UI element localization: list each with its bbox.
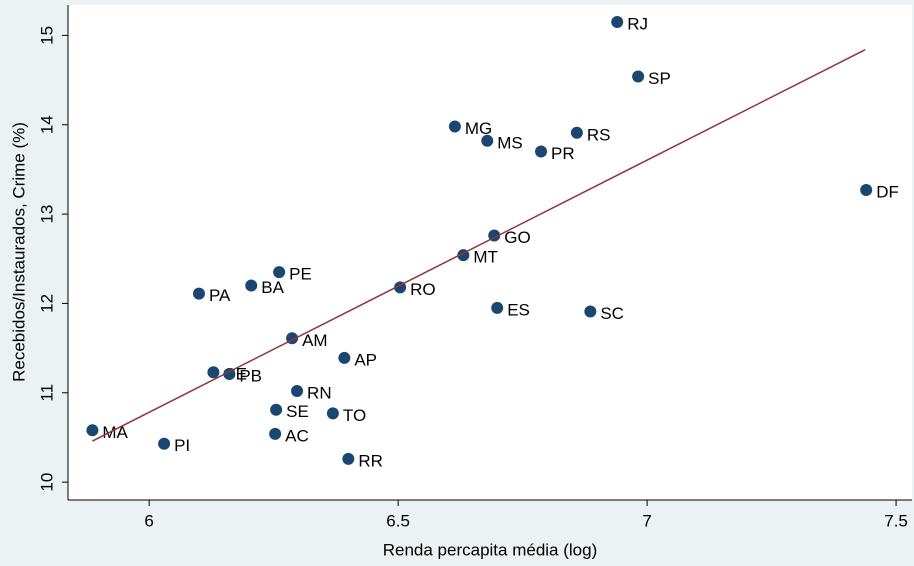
point xyxy=(448,120,461,133)
point-label: BA xyxy=(261,278,284,297)
point-label: ES xyxy=(507,300,530,319)
point xyxy=(326,407,339,420)
point-label: RJ xyxy=(627,14,648,33)
point-label: PE xyxy=(289,265,312,284)
point xyxy=(86,424,99,437)
point xyxy=(269,427,282,440)
x-axis-label: Renda percapita média (log) xyxy=(383,540,598,559)
point-label: AC xyxy=(285,426,309,445)
plot-area xyxy=(68,5,912,500)
point-label: AM xyxy=(302,331,328,350)
point xyxy=(158,437,171,450)
point-label: PI xyxy=(174,436,190,455)
point-label: TO xyxy=(343,406,366,425)
point xyxy=(632,70,645,83)
y-tick-label: 11 xyxy=(37,384,56,402)
point xyxy=(860,183,873,196)
point-label: RO xyxy=(410,280,436,299)
x-tick-label: 7.5 xyxy=(884,511,908,530)
point-label: RR xyxy=(358,451,383,470)
point-label: MT xyxy=(473,248,498,267)
point xyxy=(207,366,220,379)
point-label: RN xyxy=(307,383,332,402)
point xyxy=(223,368,236,381)
point xyxy=(570,126,583,139)
point-label: GO xyxy=(504,228,530,247)
x-tick-label: 6.5 xyxy=(386,511,410,530)
y-tick-label: 14 xyxy=(37,115,56,134)
point-label: DF xyxy=(876,182,899,201)
point-label: SE xyxy=(286,402,309,421)
point xyxy=(481,134,494,147)
point-label: PB xyxy=(239,367,262,386)
point xyxy=(192,287,205,300)
point xyxy=(245,279,258,292)
point xyxy=(611,15,624,28)
point-label: PA xyxy=(209,286,231,305)
point-label: AP xyxy=(354,350,377,369)
point xyxy=(584,305,597,318)
point-label: SC xyxy=(600,304,624,323)
point xyxy=(491,301,504,314)
y-tick-label: 10 xyxy=(37,473,56,492)
x-tick-label: 6 xyxy=(144,511,153,530)
point xyxy=(535,145,548,158)
y-axis-label: Recebidos/Instaurados, Crime (%) xyxy=(9,122,28,382)
point xyxy=(338,351,351,364)
point-label: MG xyxy=(465,119,492,138)
y-tick-label: 13 xyxy=(37,205,56,224)
point-label: MS xyxy=(497,133,523,152)
point-label: MA xyxy=(102,423,128,442)
point xyxy=(270,403,283,416)
y-tick-label: 15 xyxy=(37,26,56,45)
point xyxy=(291,384,304,397)
fit-line xyxy=(92,49,866,442)
x-tick-label: 7 xyxy=(642,511,651,530)
y-tick-label: 12 xyxy=(37,294,56,313)
point-label: PR xyxy=(551,144,575,163)
point-label: SP xyxy=(648,69,671,88)
point xyxy=(342,452,355,465)
point xyxy=(273,266,286,279)
point-label: RS xyxy=(587,125,611,144)
